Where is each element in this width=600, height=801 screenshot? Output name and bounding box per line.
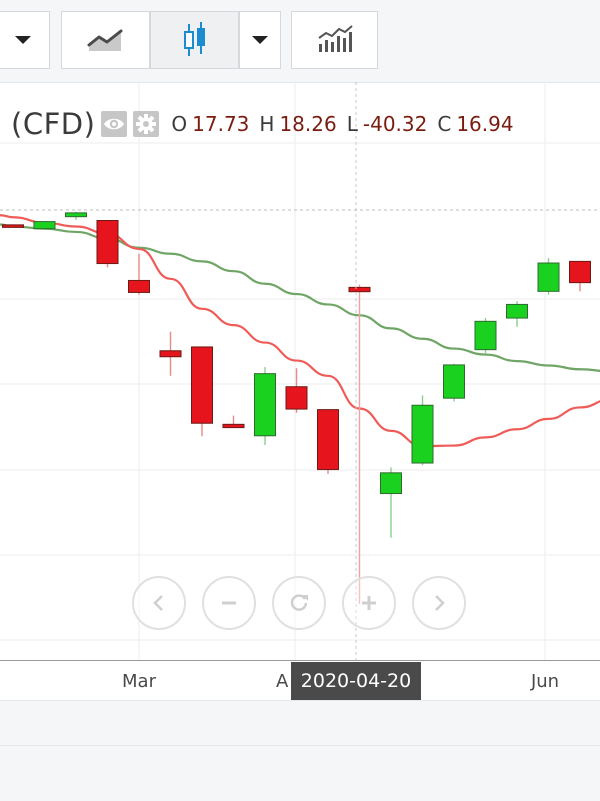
line-chart-button[interactable] [61, 11, 150, 69]
eye-icon [103, 116, 125, 132]
chart-toolbar [0, 0, 600, 83]
plus-icon [359, 593, 379, 613]
instrument-symbol: (CFD) [11, 107, 95, 141]
candle-body [349, 287, 370, 291]
candle [160, 332, 181, 376]
gear-icon [135, 113, 157, 135]
candle [444, 364, 465, 402]
candle-body [192, 347, 213, 423]
reset-button[interactable] [272, 576, 326, 630]
x-tick-label: Jun [531, 671, 559, 692]
line-chart-icon [85, 25, 127, 55]
candle-body [412, 405, 433, 463]
candle [412, 395, 433, 465]
candle-body [34, 222, 55, 229]
candle [66, 212, 87, 220]
candle-body [160, 351, 181, 357]
open-key: O [171, 112, 187, 136]
candle [223, 416, 244, 429]
ma-fast-line [0, 215, 600, 446]
ma-slow-line [0, 224, 600, 372]
candlestick-icon [180, 20, 210, 60]
candle [570, 261, 591, 291]
open-value: 17.73 [192, 112, 249, 136]
chevron-down-icon [15, 36, 31, 44]
candle-body [66, 213, 87, 217]
candle [538, 258, 559, 295]
candle [3, 224, 24, 227]
candle [349, 284, 370, 603]
footer-panel [0, 700, 600, 801]
candle-body [507, 304, 528, 318]
zoom-in-button[interactable] [342, 576, 396, 630]
candle-body [129, 280, 150, 292]
candle-body [570, 261, 591, 282]
low-key: L [347, 112, 358, 136]
high-key: H [259, 112, 274, 136]
candle-body [444, 365, 465, 398]
price-chart[interactable] [0, 82, 600, 660]
candle-body [3, 225, 24, 228]
chart-grid [0, 82, 600, 660]
candle-body [286, 387, 307, 409]
candle [192, 347, 213, 436]
scroll-right-button[interactable] [412, 576, 466, 630]
candle-body [381, 473, 402, 494]
candle-body [255, 374, 276, 436]
ma-slow-path [0, 224, 600, 372]
candle [97, 220, 118, 267]
candle [129, 254, 150, 295]
settings-button[interactable] [133, 111, 159, 137]
timeframe-dropdown-button[interactable] [0, 11, 50, 69]
indicators-button[interactable] [291, 11, 378, 69]
low-value: -40.32 [363, 112, 427, 136]
high-value: 18.26 [279, 112, 336, 136]
candle [381, 467, 402, 537]
candles [3, 212, 600, 604]
chevron-right-icon [429, 593, 449, 613]
candle [475, 318, 496, 354]
candle-body [223, 424, 244, 427]
crosshair-date-label: 2020-04-20 [291, 662, 421, 700]
footer-divider [0, 745, 600, 746]
candle [255, 367, 276, 445]
close-key: C [437, 112, 451, 136]
candle-body [475, 321, 496, 349]
visibility-toggle-button[interactable] [101, 111, 127, 137]
zoom-out-button[interactable] [202, 576, 256, 630]
indicators-chart-icon [315, 24, 355, 56]
close-value: 16.94 [456, 112, 513, 136]
x-tick-label: A [276, 671, 288, 692]
chart-type-dropdown-button[interactable] [239, 11, 281, 69]
chart-legend: (CFD) O 17.73 H 18.26 [0, 104, 600, 144]
candle-body [538, 263, 559, 291]
chevron-left-icon [149, 593, 169, 613]
x-tick-label: Mar [122, 671, 156, 692]
candle-body [97, 221, 118, 264]
chevron-down-icon [252, 36, 268, 44]
reset-icon [288, 592, 310, 614]
candle [286, 368, 307, 413]
minus-icon [219, 593, 239, 613]
candle [318, 410, 339, 474]
ma-fast-path [0, 215, 600, 446]
candle-body [318, 410, 339, 470]
scroll-left-button[interactable] [132, 576, 186, 630]
time-axis: Mar A Jun 2020-04-20 [0, 660, 600, 701]
candle [507, 301, 528, 327]
candlestick-chart-button[interactable] [150, 11, 239, 69]
candle [34, 221, 55, 229]
ohlc-readout: O 17.73 H 18.26 L -40.32 C 16.94 [171, 112, 513, 136]
